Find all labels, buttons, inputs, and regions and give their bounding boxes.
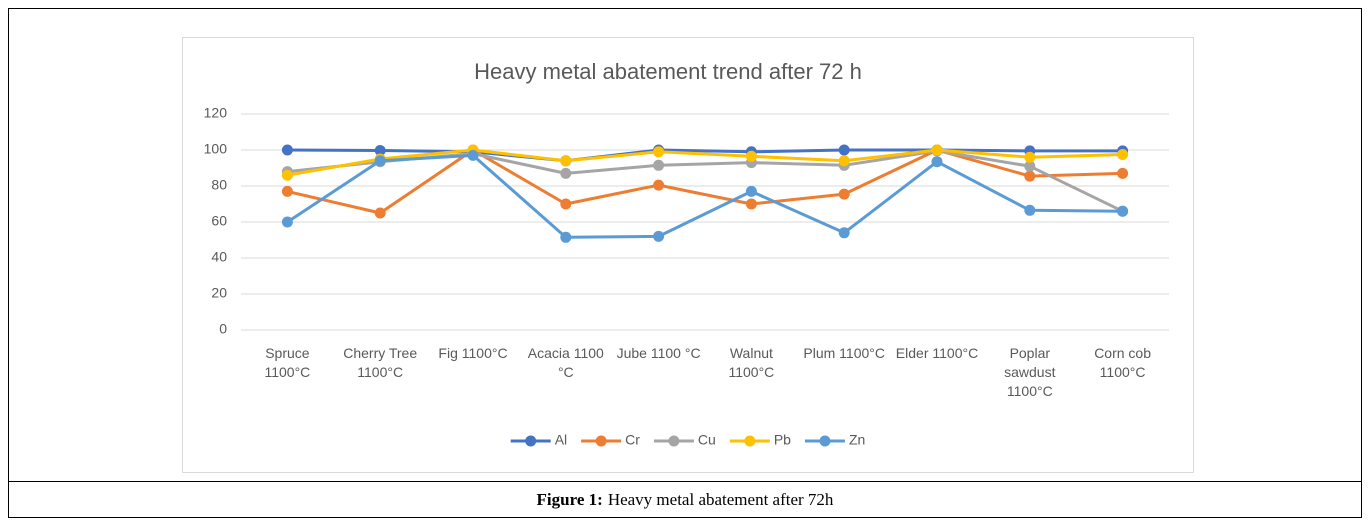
legend-marker <box>819 435 831 447</box>
legend-label: Cr <box>625 432 640 448</box>
point <box>838 155 850 167</box>
point <box>281 185 293 197</box>
series-line <box>286 153 1123 239</box>
x-tick-label: Poplar sawdust 1100°C <box>1004 345 1056 399</box>
legend-marker <box>668 435 680 447</box>
point <box>560 155 572 167</box>
x-tick-label: Acacia 1100 °C <box>527 345 604 380</box>
x-tick-label: Fig 1100°C <box>438 345 508 361</box>
point <box>281 144 293 156</box>
legend-marker <box>744 435 756 447</box>
point <box>1024 170 1036 182</box>
point <box>374 145 386 157</box>
point <box>653 159 665 171</box>
legend-label: Pb <box>774 432 791 448</box>
chart-border <box>182 37 1194 473</box>
figure-border <box>8 8 1362 518</box>
point <box>1117 205 1129 217</box>
caption-label: Figure 1: <box>537 490 603 509</box>
point <box>838 227 850 239</box>
point <box>374 155 386 167</box>
point <box>838 144 850 156</box>
point <box>467 149 479 161</box>
legend-label: Zn <box>849 432 865 448</box>
point <box>1024 204 1036 216</box>
y-tick-label: 40 <box>211 249 227 265</box>
y-tick-label: 80 <box>211 177 227 193</box>
point <box>653 146 665 158</box>
x-tick-label: Corn cob 1100°C <box>1094 345 1151 380</box>
point <box>560 198 572 210</box>
y-tick-label: 100 <box>204 141 228 157</box>
y-tick-label: 120 <box>204 105 228 121</box>
point <box>281 216 293 228</box>
point <box>931 144 943 156</box>
caption-text: Heavy metal abatement after 72h <box>608 490 834 509</box>
point <box>745 185 757 197</box>
x-tick-label: Walnut 1100°C <box>728 345 775 380</box>
point <box>1024 160 1036 172</box>
y-tick-label: 20 <box>211 285 227 301</box>
point <box>281 169 293 181</box>
point <box>745 198 757 210</box>
x-tick-label: Elder 1100°C <box>895 345 979 361</box>
legend-label: Cu <box>698 432 716 448</box>
point <box>745 150 757 162</box>
x-tick-label: Plum 1100°C <box>803 345 885 361</box>
series-line <box>287 148 1123 163</box>
x-tick-label: Jube 1100 °C <box>616 345 701 361</box>
point <box>838 188 850 200</box>
y-tick-label: 60 <box>211 213 227 229</box>
point <box>560 167 572 179</box>
point <box>374 207 386 219</box>
x-tick-label: Cherry Tree 1100°C <box>343 345 418 380</box>
legend-marker <box>595 435 607 447</box>
point <box>1117 167 1129 179</box>
point <box>1117 149 1129 160</box>
point <box>1024 151 1036 163</box>
point <box>653 230 665 242</box>
x-tick-label: Spruce 1100°C <box>264 345 311 380</box>
legend-marker <box>525 435 537 447</box>
point <box>560 231 572 243</box>
legend-label: Al <box>555 432 567 448</box>
point <box>653 179 665 191</box>
point <box>931 156 943 168</box>
chart-title: Heavy metal abatement trend after 72 h <box>474 59 862 84</box>
series-line <box>287 148 1123 215</box>
y-tick-label: 0 <box>219 321 227 337</box>
series-line <box>287 148 1123 177</box>
